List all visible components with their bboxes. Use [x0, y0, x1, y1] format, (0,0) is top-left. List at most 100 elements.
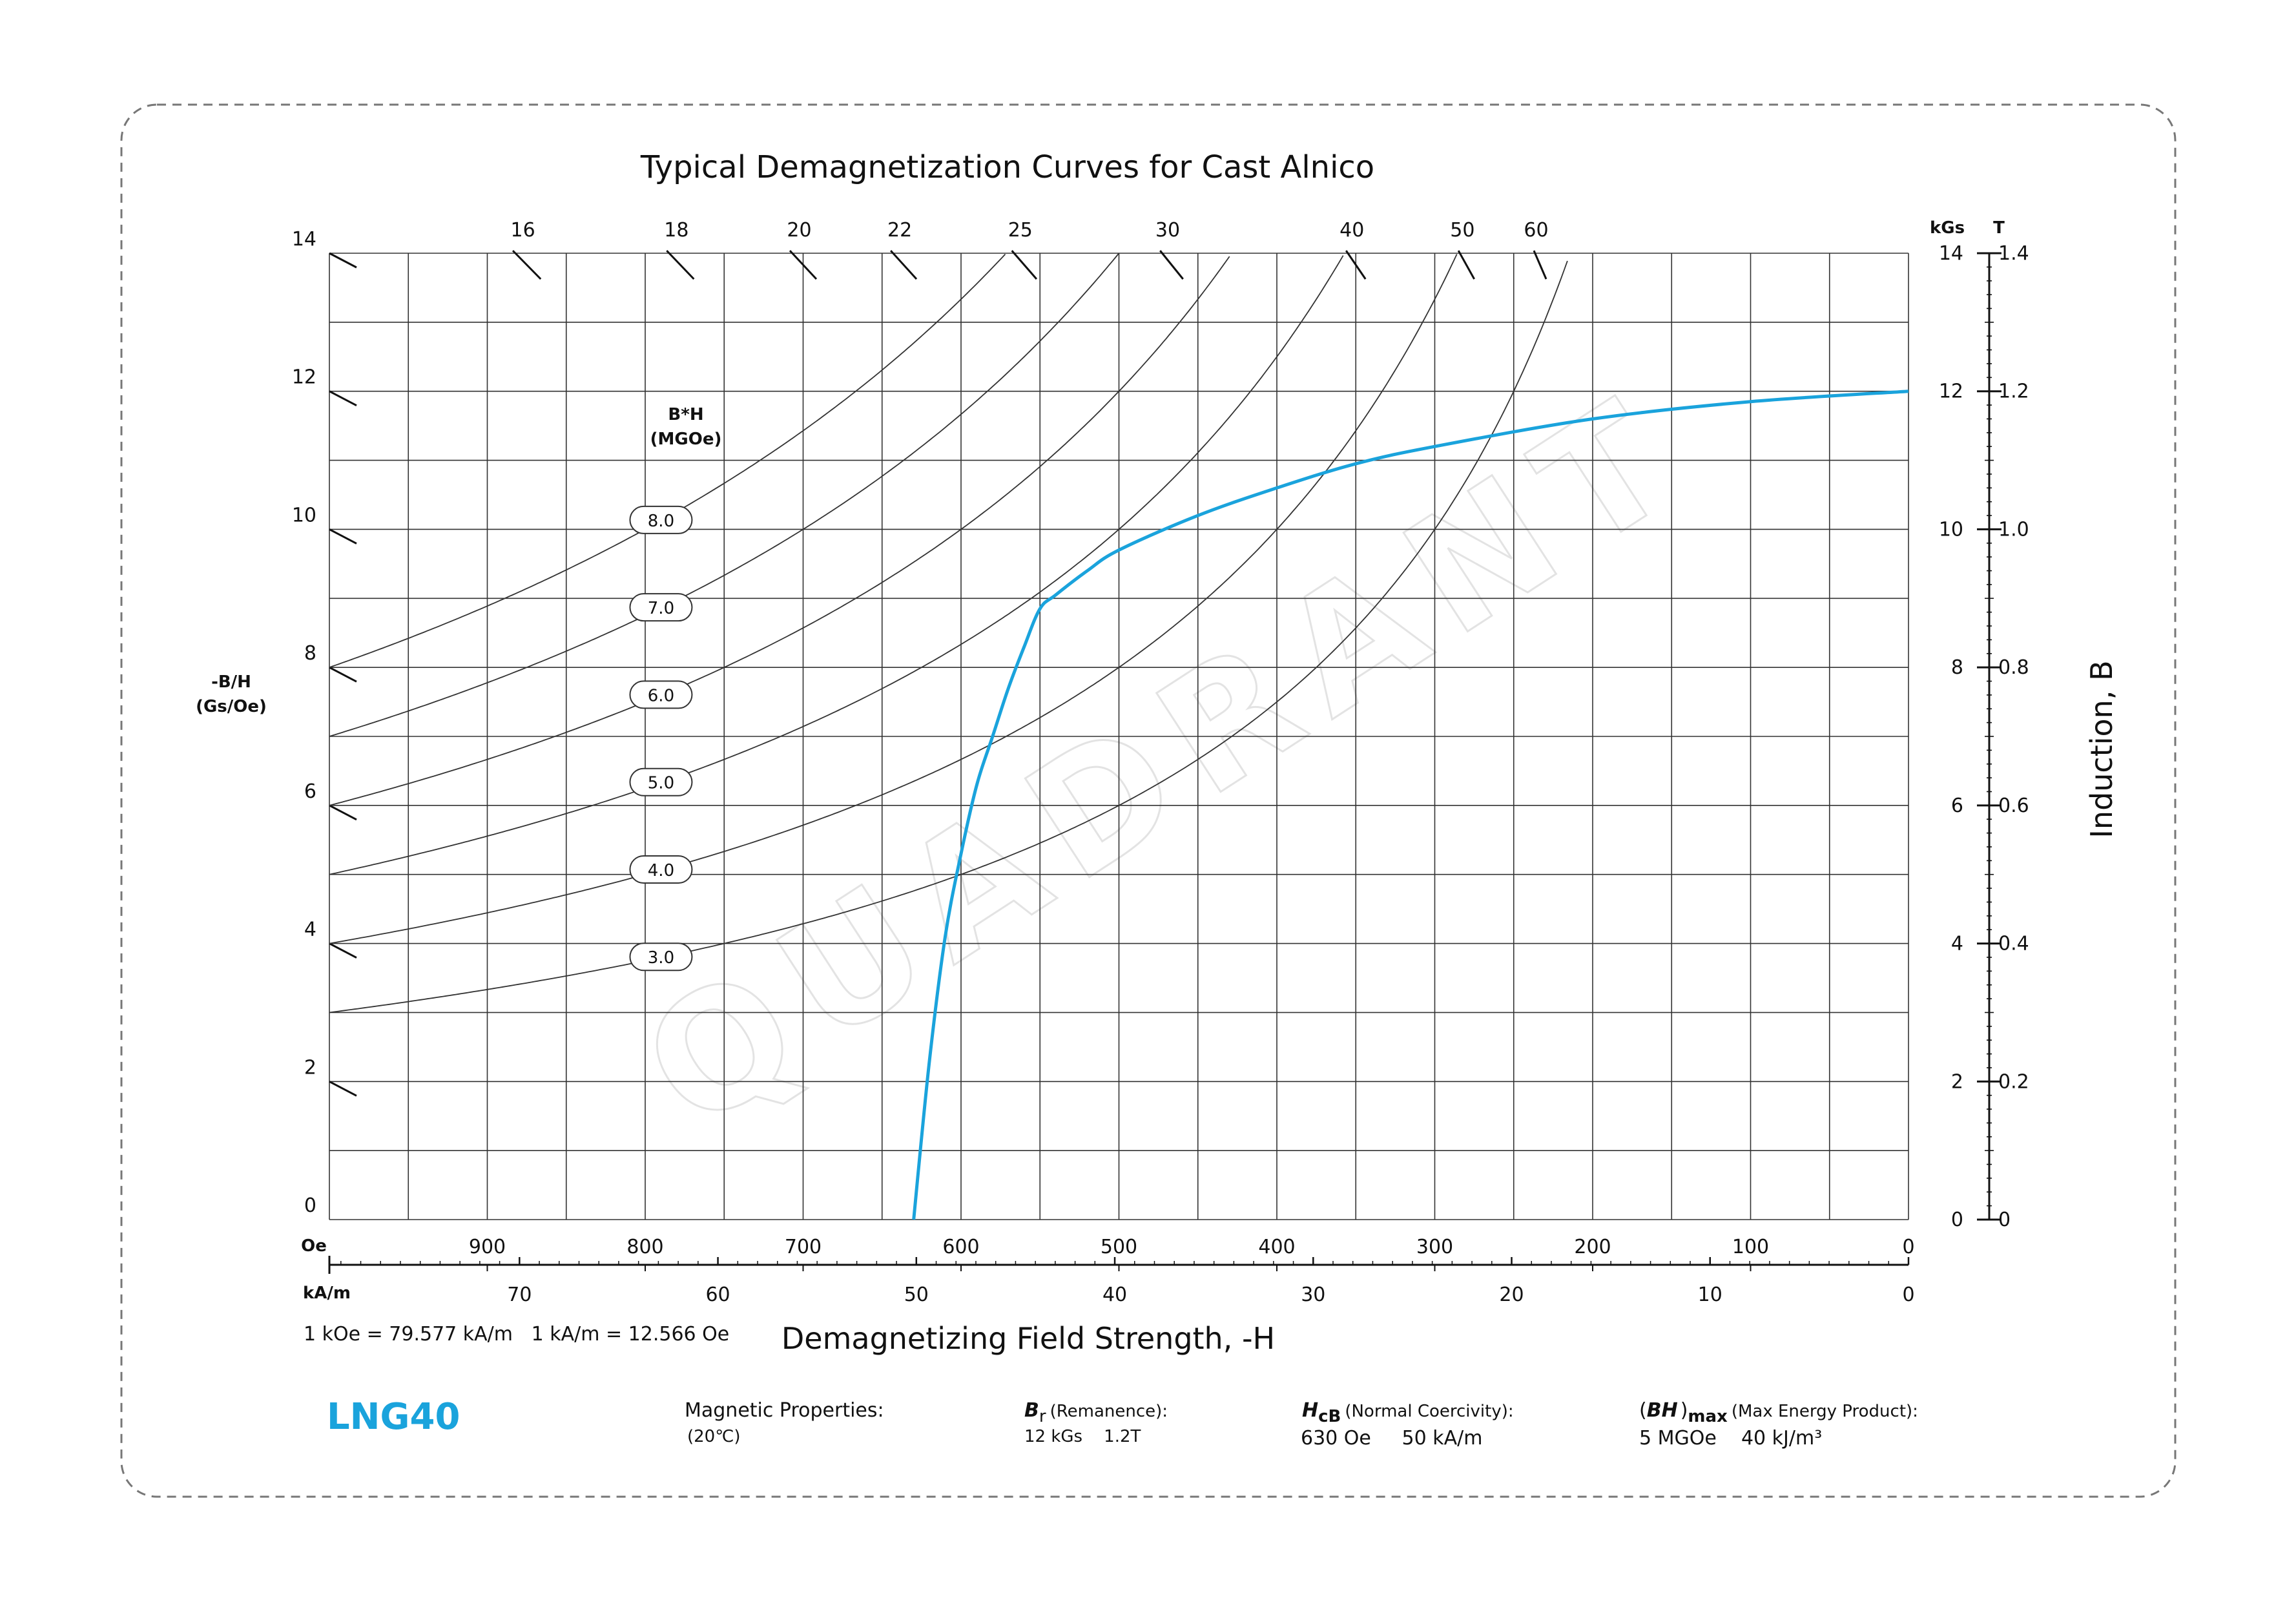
- y-tick-right-kgs-0: 0: [1951, 1209, 1963, 1231]
- remanence-heading: Br (Remanence):: [1024, 1399, 1168, 1426]
- y-tick-right-kgs-2: 2: [1951, 1070, 1963, 1093]
- bh-label-box-6.0: [629, 680, 693, 709]
- bh-curve-3.0: [329, 260, 1568, 1014]
- y-tick-right-kgs-14: 14: [1939, 242, 1963, 265]
- x-tick-ka-20: 20: [1499, 1284, 1524, 1306]
- permeance-tick-30: [1159, 250, 1184, 280]
- permeance-tick-2: [329, 1080, 357, 1097]
- x-tick-oe-900: 900: [469, 1236, 506, 1258]
- temperature-label: (20℃): [687, 1427, 741, 1446]
- bh-label-box-5.0: [629, 767, 693, 796]
- permeance-tick-12: [329, 390, 357, 407]
- y-tick-right-t-0.6: 0.6: [1998, 795, 2029, 817]
- energy-product-curves: [329, 253, 1568, 1014]
- permeance-lines: 16 18 20 22 25 30 40 50 60: [329, 219, 1549, 1097]
- permeance-tick-14: [329, 252, 357, 269]
- y-tick-right-t-0: 0: [1998, 1209, 2011, 1231]
- permeance-axis-label-1: -B/H: [211, 672, 251, 692]
- demagnetization-curve-0: [912, 390, 1909, 1220]
- coercivity-value: 630 Oe 50 kA/m: [1301, 1427, 1482, 1450]
- permeance-tick-10: [329, 528, 357, 545]
- permeance-label-40: 40: [1339, 219, 1364, 242]
- x-tick-ka-0: 0: [1902, 1284, 1914, 1306]
- permeance-tick-8: [329, 666, 357, 683]
- energy-product-heading: (BH)max (Max Energy Product):: [1639, 1399, 1918, 1426]
- y-tick-left-10: 10: [292, 504, 316, 526]
- permeance-label-50: 50: [1450, 219, 1474, 242]
- energy-product-value: 5 MGOe 40 kJ/m³: [1639, 1427, 1822, 1450]
- y-tick-right-t-1.2: 1.2: [1998, 380, 2029, 403]
- bh-label-8.0: 8.0: [648, 512, 674, 531]
- y-unit-kgs: kGs: [1930, 218, 1965, 238]
- bh-label-3.0: 3.0: [648, 948, 674, 968]
- x-tick-oe-800: 800: [626, 1236, 663, 1258]
- permeance-label-18: 18: [664, 219, 688, 242]
- y-tick-left-2: 2: [304, 1056, 316, 1079]
- permeance-tick-50: [1457, 250, 1475, 280]
- permeance-label-30: 30: [1155, 219, 1180, 242]
- y-axis-title: Induction, B: [2084, 660, 2119, 838]
- x-tick-oe-300: 300: [1416, 1236, 1453, 1258]
- y-tick-left-14: 14: [292, 228, 316, 251]
- bh-label-6.0: 6.0: [648, 686, 674, 705]
- y-tick-right-t-0.2: 0.2: [1998, 1070, 2029, 1093]
- y-tick-right-kgs-10: 10: [1939, 518, 1963, 541]
- x-unit-ka: kA/m: [303, 1284, 351, 1303]
- bh-curve-7.0: [329, 253, 1120, 737]
- y-tick-right-t-1.4: 1.4: [1998, 242, 2029, 265]
- x-tick-oe-200: 200: [1574, 1236, 1611, 1258]
- grade-name: LNG40: [327, 1396, 460, 1438]
- y-tick-left-0: 0: [304, 1194, 316, 1217]
- x-tick-oe-100: 100: [1732, 1236, 1769, 1258]
- chart-title: Typical Demagnetization Curves for Cast …: [640, 149, 1374, 185]
- y-tick-right-kgs-12: 12: [1939, 380, 1963, 403]
- permeance-label-16: 16: [511, 219, 535, 242]
- permeance-tick-4: [329, 942, 357, 959]
- unit-conversion-note: 1 kOe = 79.577 kA/m 1 kA/m = 12.566 Oe: [304, 1323, 729, 1346]
- y-unit-t: T: [1993, 218, 2005, 238]
- x-tick-oe-600: 600: [942, 1236, 979, 1258]
- grid: [329, 253, 1909, 1220]
- energy-product-labels: 3.0 4.0 5.0 6.0 7.0 8.0: [629, 505, 693, 972]
- x-tick-ka-60: 60: [705, 1284, 730, 1306]
- watermark: QUADRANT: [612, 355, 1721, 1167]
- permeance-tick-40: [1345, 250, 1367, 280]
- bh-axis-label-1: B*H: [668, 405, 703, 424]
- y-tick-left-6: 6: [304, 780, 316, 803]
- x-tick-ka-40: 40: [1102, 1284, 1127, 1306]
- y-tick-right-t-0.8: 0.8: [1998, 656, 2029, 679]
- bh-label-box-8.0: [629, 505, 693, 534]
- permeance-tick-6: [329, 804, 357, 821]
- x-tick-ka-50: 50: [904, 1284, 929, 1306]
- permeance-label-60: 60: [1524, 219, 1548, 242]
- magnetic-properties-label: Magnetic Properties:: [685, 1399, 884, 1422]
- x-unit-oe: Oe: [301, 1236, 327, 1256]
- x-tick-ka-10: 10: [1698, 1284, 1722, 1306]
- bh-label-5.0: 5.0: [648, 774, 674, 793]
- permeance-axis-label-2: (Gs/Oe): [196, 697, 267, 716]
- bh-curve-5.0: [329, 255, 1344, 875]
- permeance-label-20: 20: [787, 219, 811, 242]
- tick-labels: 0 2 4 6 8 10 12 14 0 2 4 6 8 10 12 14 0 0.2 0.4 0.6 0.8 1.0 1.…: [292, 228, 2029, 1306]
- y-tick-left-12: 12: [292, 366, 316, 389]
- bh-label-4.0: 4.0: [648, 861, 674, 880]
- bh-label-7.0: 7.0: [648, 599, 674, 618]
- svg-text:QUADRANT: QUADRANT: [613, 355, 1720, 1165]
- permeance-tick-18: [666, 249, 695, 280]
- x-tick-oe-400: 400: [1258, 1236, 1295, 1258]
- permeance-tick-25: [1011, 250, 1038, 280]
- y-tick-right-kgs-8: 8: [1951, 656, 1963, 679]
- card-frame: [120, 103, 2177, 1498]
- coercivity-heading: HcB (Normal Coercivity):: [1302, 1399, 1514, 1426]
- bh-label-box-7.0: [629, 593, 693, 622]
- y-tick-right-t-1.0: 1.0: [1998, 518, 2029, 541]
- permeance-tick-16: [512, 249, 542, 280]
- y-tick-right-kgs-6: 6: [1951, 795, 1963, 817]
- x-tick-oe-700: 700: [785, 1236, 822, 1258]
- permeance-tick-22: [890, 249, 918, 280]
- y-tick-right-kgs-4: 4: [1951, 933, 1963, 955]
- y-tick-left-4: 4: [304, 919, 316, 941]
- permeance-label-22: 22: [887, 219, 912, 242]
- remanence-value: 12 kGs 1.2T: [1024, 1427, 1141, 1446]
